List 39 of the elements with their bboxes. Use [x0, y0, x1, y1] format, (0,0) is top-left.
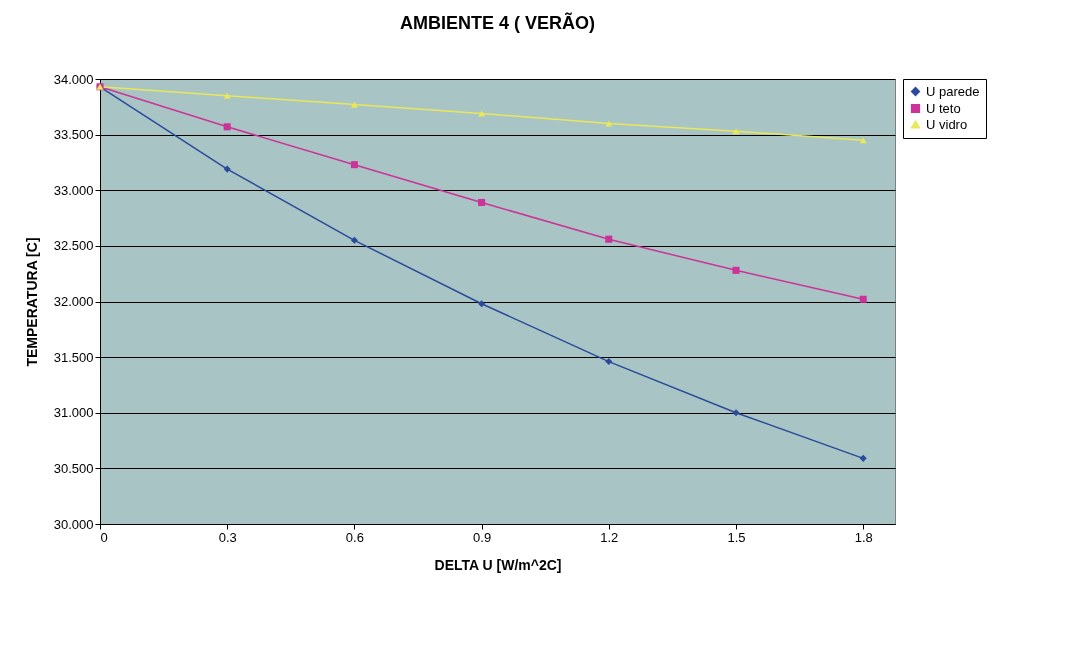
chart-title: AMBIENTE 4 ( VERÃO) — [399, 12, 596, 33]
point — [859, 295, 867, 303]
x-tick-label: 0.3 — [218, 529, 237, 545]
point — [605, 120, 613, 127]
y-tick-label: 33.000 — [53, 182, 94, 198]
x-tick-label: 1.5 — [727, 529, 746, 545]
point — [859, 454, 867, 462]
x-axis-title: DELTA U [W/m^2C] — [434, 556, 562, 573]
legend-label: U teto — [926, 100, 961, 116]
point — [223, 92, 231, 99]
y-tick-label: 31.500 — [53, 349, 94, 365]
x-tick-label: 1.2 — [600, 529, 619, 545]
x-tick-label: 0.6 — [345, 529, 364, 545]
point — [223, 123, 231, 131]
y-axis-title: TEMPERATURA [C] — [23, 237, 40, 367]
point — [605, 235, 613, 243]
point — [478, 300, 486, 308]
point — [732, 266, 740, 274]
x-tick-label: 0.9 — [473, 529, 492, 545]
y-tick-label: 30.500 — [53, 460, 94, 476]
y-tick-label: 33.500 — [53, 127, 94, 143]
y-tick-label: 30.000 — [53, 516, 94, 532]
point — [732, 409, 740, 417]
y-tick-label: 32.500 — [53, 238, 94, 254]
point — [478, 198, 486, 207]
point — [350, 101, 358, 108]
point — [859, 137, 867, 144]
y-tick-label: 31.000 — [53, 405, 94, 421]
point — [605, 358, 613, 366]
legend-label: U parede — [926, 83, 980, 99]
y-tick-label: 34.000 — [53, 71, 94, 87]
x-tick-label: 1.8 — [854, 529, 873, 545]
legend-label: U vidro — [926, 116, 968, 132]
point — [478, 110, 486, 117]
point — [350, 236, 358, 244]
y-tick-label: 32.000 — [53, 294, 94, 309]
point — [223, 165, 231, 173]
point — [350, 161, 358, 169]
x-tick-label: 0 — [100, 529, 108, 545]
